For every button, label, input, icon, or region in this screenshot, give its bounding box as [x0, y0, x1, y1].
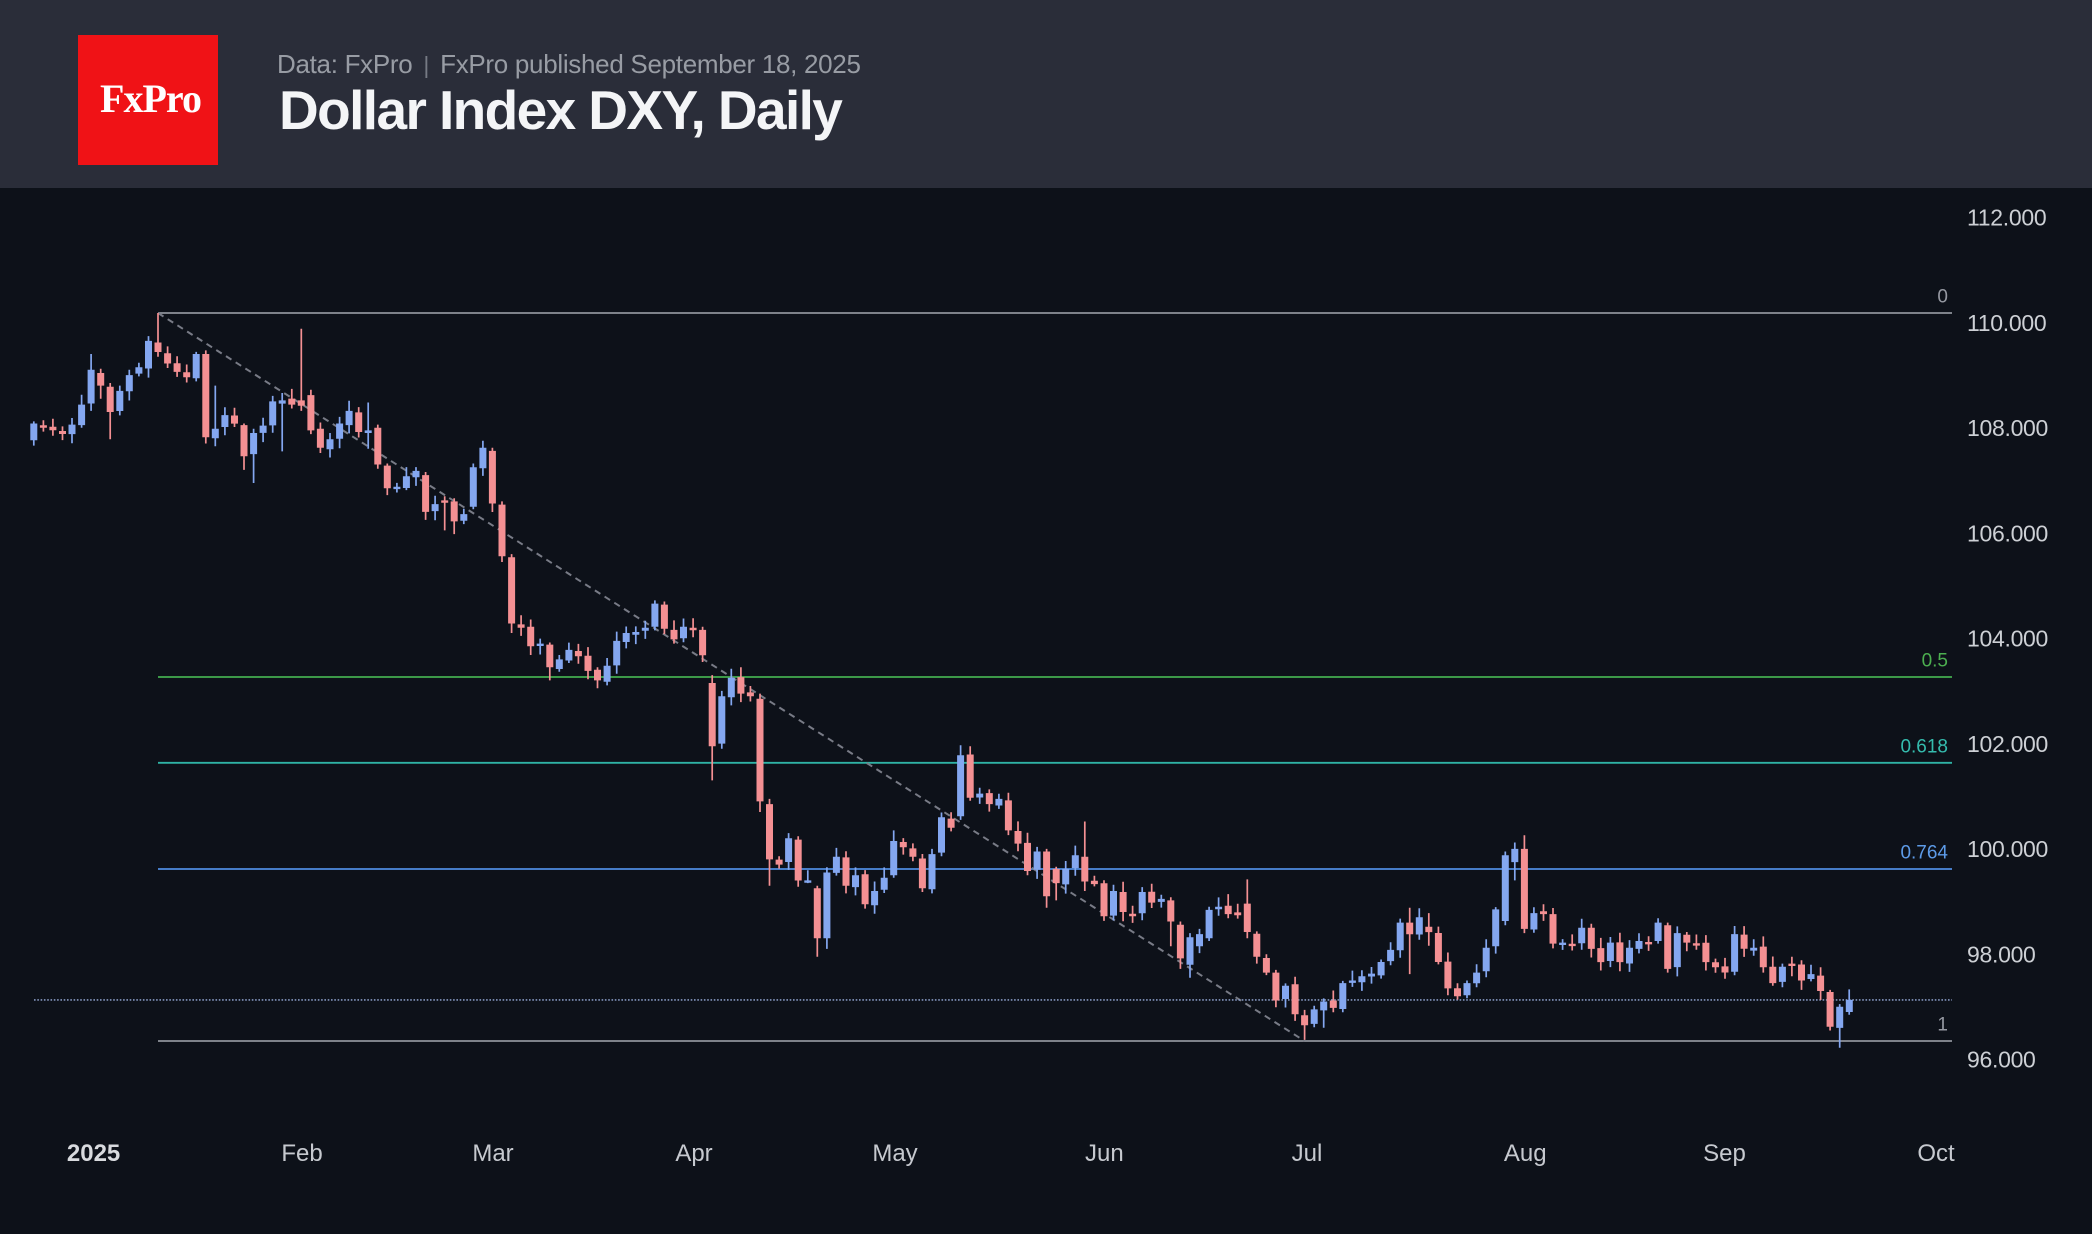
svg-text:96.000: 96.000	[1967, 1047, 2036, 1073]
svg-text:106.000: 106.000	[1967, 520, 2048, 546]
svg-text:112.000: 112.000	[1967, 205, 2046, 231]
svg-text:May: May	[872, 1140, 917, 1167]
svg-text:Oct: Oct	[1917, 1140, 1955, 1167]
svg-text:Aug: Aug	[1504, 1140, 1547, 1167]
svg-text:Feb: Feb	[281, 1140, 322, 1167]
svg-text:2025: 2025	[67, 1140, 120, 1167]
svg-text:100.000: 100.000	[1967, 836, 2048, 862]
svg-text:0: 0	[1937, 287, 1948, 308]
svg-text:Sep: Sep	[1703, 1140, 1746, 1167]
svg-text:Apr: Apr	[675, 1140, 712, 1167]
svg-text:110.000: 110.000	[1967, 310, 2046, 336]
svg-text:Mar: Mar	[472, 1140, 513, 1167]
svg-text:Jul: Jul	[1292, 1140, 1323, 1167]
svg-text:98.000: 98.000	[1967, 941, 2036, 967]
svg-text:104.000: 104.000	[1967, 626, 2048, 652]
svg-text:102.000: 102.000	[1967, 731, 2048, 757]
svg-text:0.618: 0.618	[1900, 736, 1948, 757]
svg-text:108.000: 108.000	[1967, 415, 2048, 441]
svg-text:0.764: 0.764	[1900, 843, 1948, 864]
svg-text:Jun: Jun	[1085, 1140, 1124, 1167]
svg-text:0.5: 0.5	[1922, 651, 1948, 672]
svg-text:1: 1	[1937, 1015, 1948, 1036]
